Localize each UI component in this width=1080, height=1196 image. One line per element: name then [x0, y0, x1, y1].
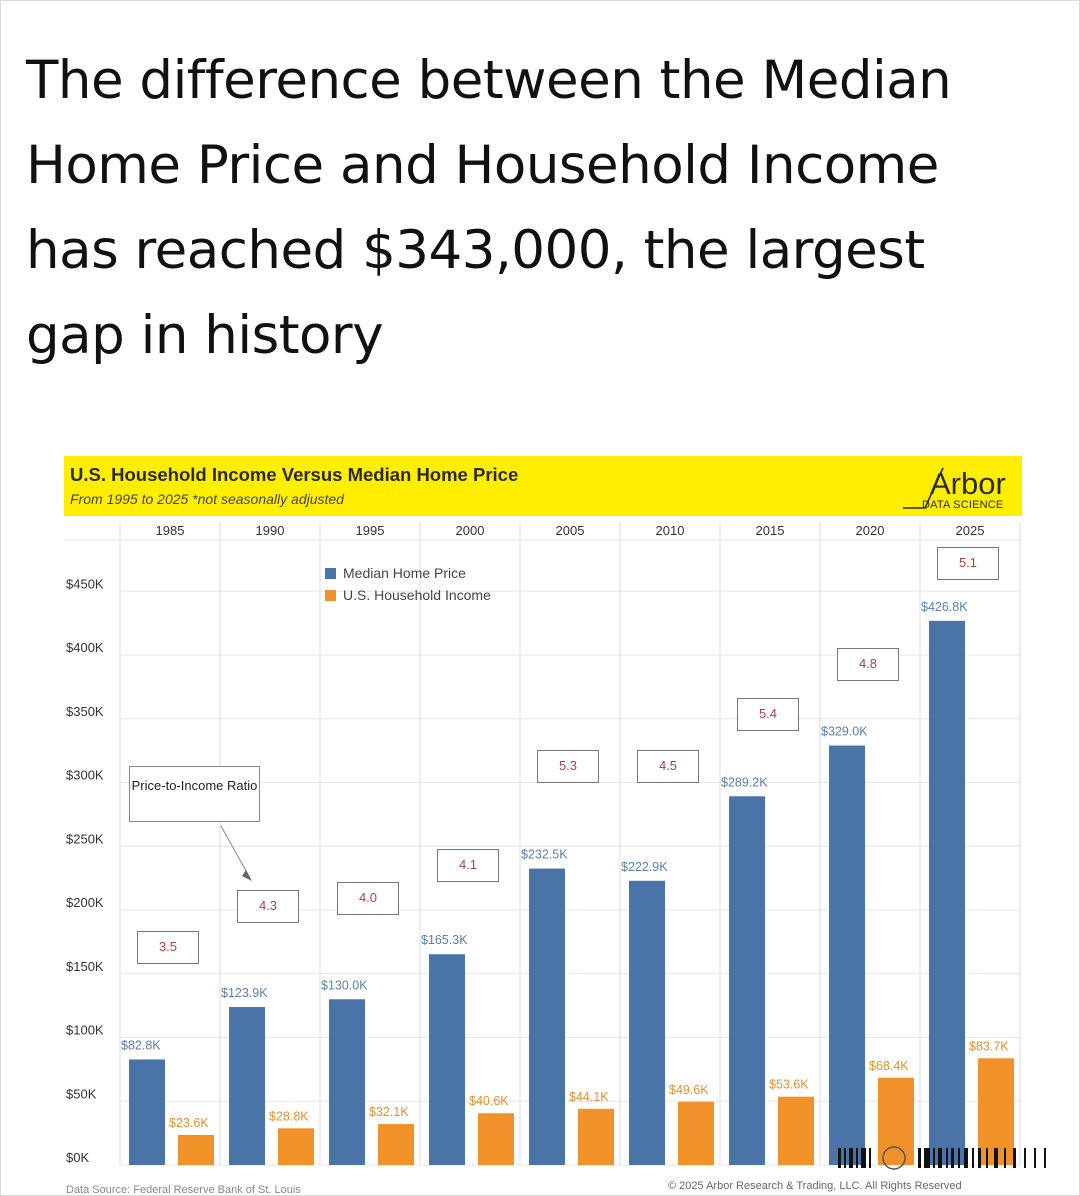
bar-chart: $0K $50K $100K $150K $200K $250K $300K $350K $40…	[64, 522, 1022, 1166]
bar-label-household-income: $40.6K	[469, 1094, 509, 1108]
legend-label-home: Median Home Price	[343, 565, 466, 581]
bar-label-home-price: $130.0K	[321, 978, 368, 992]
chart-title-banner	[64, 456, 1022, 516]
arbor-logo-subtitle: DATA SCIENCE	[922, 499, 1004, 511]
ratio-box: 5.4	[737, 698, 799, 731]
bar-label-home-price: $289.2K	[721, 775, 768, 789]
x-tick-label: 2000	[456, 523, 485, 538]
bar-label-home-price: $82.8K	[121, 1038, 161, 1052]
bar-label-household-income: $28.8K	[269, 1109, 309, 1123]
bar-label-household-income: $23.6K	[169, 1116, 209, 1130]
bar-home-price	[929, 620, 965, 1165]
y-tick-label: $300K	[66, 768, 104, 783]
bar-label-home-price: $426.8K	[921, 600, 968, 614]
bar-home-price	[129, 1059, 165, 1165]
bar-household-income	[978, 1058, 1014, 1165]
legend-item-home: Median Home Price	[325, 562, 491, 584]
bar-home-price	[729, 796, 765, 1165]
y-tick-label: $400K	[66, 640, 104, 655]
bar-label-household-income: $83.7K	[969, 1039, 1009, 1053]
chart-subtitle: From 1995 to 2025 *not seasonally adjust…	[70, 491, 344, 507]
bar-label-home-price: $165.3K	[421, 933, 468, 947]
arbor-logo-icon	[903, 467, 944, 509]
y-tick-label: $450K	[66, 576, 104, 591]
bar-household-income	[778, 1096, 814, 1165]
bar-home-price	[629, 880, 665, 1165]
watermark-barcode	[838, 1146, 1046, 1170]
y-tick-label: $250K	[66, 831, 104, 846]
bar-label-home-price: $222.9K	[621, 860, 668, 874]
x-tick-label: 1985	[156, 523, 185, 538]
legend-swatch-income	[325, 590, 336, 601]
y-tick-label: $50K	[66, 1086, 97, 1101]
ratio-box: 4.3	[237, 890, 299, 923]
data-source-note: Data Source: Federal Reserve Bank of St.…	[66, 1184, 301, 1196]
x-tick-label: 1995	[356, 523, 385, 538]
x-tick-label: 2020	[856, 523, 885, 538]
bar-label-home-price: $329.0K	[821, 725, 868, 739]
ratio-box: 4.5	[637, 750, 699, 783]
bar-household-income	[878, 1077, 914, 1165]
x-tick-label: 2015	[756, 523, 785, 538]
chart-title: U.S. Household Income Versus Median Home…	[70, 464, 519, 485]
legend-swatch-home	[325, 568, 336, 579]
ratio-box: 5.3	[537, 750, 599, 783]
ratio-box: 4.8	[837, 648, 899, 681]
chart-legend: Median Home Price U.S. Household Income	[325, 562, 491, 606]
ratio-box: 3.5	[137, 931, 199, 964]
x-tick-label: 2025	[956, 523, 985, 538]
legend-item-income: U.S. Household Income	[325, 584, 491, 606]
bar-household-income	[678, 1101, 714, 1165]
x-tick-label: 1990	[256, 523, 285, 538]
legend-label-income: U.S. Household Income	[343, 587, 491, 603]
annotation-arrow	[220, 825, 251, 879]
bar-household-income	[578, 1108, 614, 1165]
bar-label-household-income: $32.1K	[369, 1105, 409, 1119]
x-tick-label: 2010	[656, 523, 685, 538]
bar-label-household-income: $49.6K	[669, 1083, 709, 1097]
arbor-logo-name: Arbor	[930, 466, 1006, 501]
bar-label-household-income: $44.1K	[569, 1090, 609, 1104]
bar-label-household-income: $68.4K	[869, 1059, 909, 1073]
bar-label-home-price: $232.5K	[521, 848, 568, 862]
ratio-box: 4.1	[437, 849, 499, 882]
y-tick-label: $350K	[66, 704, 104, 719]
bar-household-income	[278, 1128, 314, 1165]
ratio-box: 4.0	[337, 882, 399, 915]
annotation-arrowhead	[242, 870, 252, 881]
y-tick-label: $0K	[66, 1150, 89, 1165]
y-tick-label: $200K	[66, 895, 104, 910]
bar-label-home-price: $123.9K	[221, 986, 268, 1000]
bar-home-price	[429, 954, 465, 1165]
bar-household-income	[478, 1113, 514, 1165]
y-tick-label: $100K	[66, 1023, 104, 1038]
bar-home-price	[529, 868, 565, 1165]
y-tick-label: $150K	[66, 959, 104, 974]
bar-household-income	[378, 1124, 414, 1165]
post-headline: The difference between the Median Home P…	[26, 50, 952, 366]
x-tick-label: 2005	[556, 523, 585, 538]
bar-home-price	[829, 745, 865, 1165]
bar-home-price	[229, 1007, 265, 1165]
ratio-box: 5.1	[937, 547, 999, 580]
ratio-annotation: Price-to-Income Ratio	[129, 766, 260, 822]
bar-label-household-income: $53.6K	[769, 1078, 809, 1092]
bar-home-price	[329, 999, 365, 1165]
copyright-note: © 2025 Arbor Research & Trading, LLC. Al…	[668, 1180, 962, 1192]
bar-household-income	[178, 1134, 214, 1165]
